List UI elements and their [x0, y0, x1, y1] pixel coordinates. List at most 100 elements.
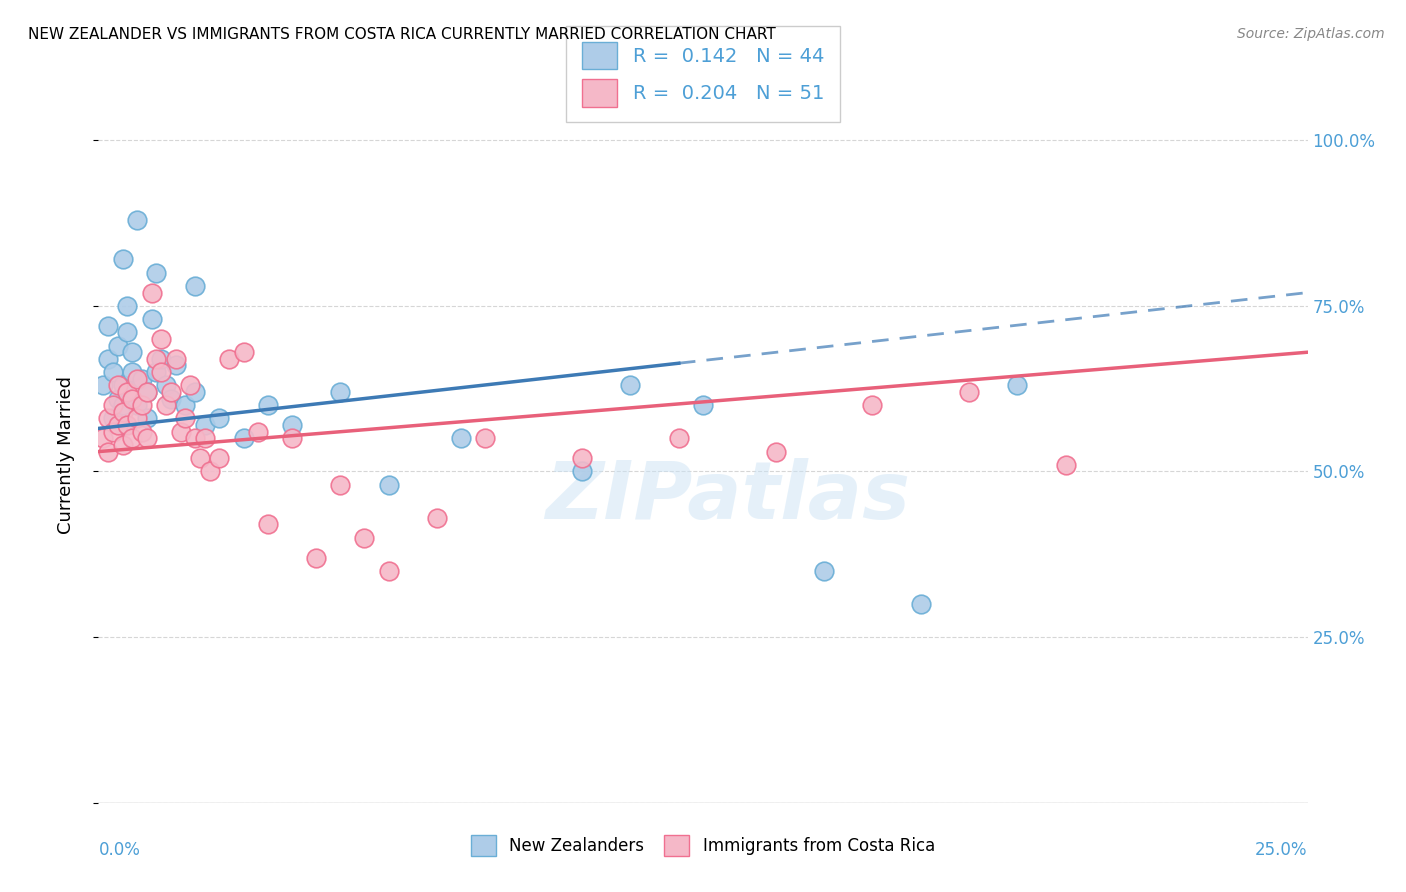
- Point: [160, 384, 183, 399]
- Point: [91, 431, 114, 445]
- Text: NEW ZEALANDER VS IMMIGRANTS FROM COSTA RICA CURRENTLY MARRIED CORRELATION CHART: NEW ZEALANDER VS IMMIGRANTS FROM COSTA R…: [28, 27, 776, 42]
- Point: [97, 444, 120, 458]
- Point: [107, 418, 129, 433]
- Point: [111, 398, 134, 412]
- Point: [127, 411, 149, 425]
- Point: [174, 411, 197, 425]
- Point: [232, 345, 254, 359]
- Point: [450, 431, 472, 445]
- Point: [111, 405, 134, 419]
- Point: [169, 425, 191, 439]
- Point: [131, 398, 153, 412]
- Point: [121, 431, 143, 445]
- Point: [121, 365, 143, 379]
- Point: [107, 378, 129, 392]
- Point: [111, 378, 134, 392]
- Point: [813, 564, 835, 578]
- Point: [91, 378, 114, 392]
- Point: [208, 411, 231, 425]
- Point: [145, 266, 167, 280]
- Text: 25.0%: 25.0%: [1256, 841, 1308, 859]
- Point: [97, 411, 120, 425]
- Point: [127, 398, 149, 412]
- Point: [1054, 458, 1077, 472]
- Point: [571, 451, 593, 466]
- Point: [101, 425, 124, 439]
- Legend: New Zealanders, Immigrants from Costa Rica: New Zealanders, Immigrants from Costa Ri…: [463, 827, 943, 864]
- Point: [141, 285, 163, 300]
- Point: [101, 365, 124, 379]
- Point: [101, 411, 124, 425]
- Y-axis label: Currently Married: Currently Married: [56, 376, 75, 534]
- Point: [208, 451, 231, 466]
- Point: [957, 384, 980, 399]
- Point: [198, 465, 221, 479]
- Point: [281, 418, 304, 433]
- Point: [127, 372, 149, 386]
- Point: [194, 418, 217, 433]
- Point: [174, 398, 197, 412]
- Point: [232, 431, 254, 445]
- Point: [1007, 378, 1029, 392]
- Point: [155, 378, 177, 392]
- Point: [619, 378, 641, 392]
- Point: [135, 384, 157, 399]
- Point: [117, 299, 139, 313]
- Point: [668, 431, 690, 445]
- Point: [377, 477, 399, 491]
- Point: [281, 431, 304, 445]
- Point: [111, 252, 134, 267]
- Point: [179, 378, 201, 392]
- Point: [165, 351, 187, 366]
- Point: [184, 431, 207, 445]
- Point: [107, 392, 129, 406]
- Point: [194, 431, 217, 445]
- Point: [97, 318, 120, 333]
- Point: [426, 511, 449, 525]
- Point: [218, 351, 240, 366]
- Point: [101, 398, 124, 412]
- Point: [765, 444, 787, 458]
- Point: [97, 351, 120, 366]
- Point: [141, 312, 163, 326]
- Point: [165, 359, 187, 373]
- Point: [127, 212, 149, 227]
- Point: [107, 338, 129, 352]
- Point: [111, 438, 134, 452]
- Point: [305, 550, 328, 565]
- Point: [135, 411, 157, 425]
- Point: [256, 398, 278, 412]
- Point: [910, 597, 932, 611]
- Point: [150, 365, 173, 379]
- Point: [329, 477, 352, 491]
- Point: [150, 332, 173, 346]
- Point: [135, 431, 157, 445]
- Point: [184, 279, 207, 293]
- Point: [131, 425, 153, 439]
- Point: [135, 384, 157, 399]
- Point: [145, 365, 167, 379]
- Point: [184, 384, 207, 399]
- Point: [155, 398, 177, 412]
- Point: [150, 351, 173, 366]
- Point: [117, 418, 139, 433]
- Text: 0.0%: 0.0%: [98, 841, 141, 859]
- Point: [571, 465, 593, 479]
- Point: [247, 425, 270, 439]
- Point: [474, 431, 496, 445]
- Point: [353, 531, 375, 545]
- Point: [111, 418, 134, 433]
- Point: [256, 517, 278, 532]
- Point: [329, 384, 352, 399]
- Point: [692, 398, 714, 412]
- Point: [117, 326, 139, 340]
- Point: [131, 372, 153, 386]
- Point: [121, 345, 143, 359]
- Point: [188, 451, 211, 466]
- Point: [145, 351, 167, 366]
- Point: [121, 392, 143, 406]
- Text: Source: ZipAtlas.com: Source: ZipAtlas.com: [1237, 27, 1385, 41]
- Text: ZIPatlas: ZIPatlas: [544, 458, 910, 536]
- Point: [117, 384, 139, 399]
- Point: [377, 564, 399, 578]
